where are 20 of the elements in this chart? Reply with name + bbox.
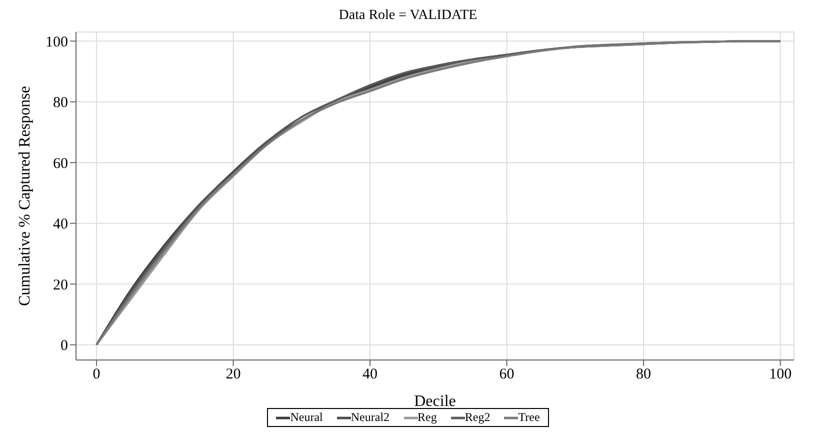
legend-label: Reg2 bbox=[464, 410, 490, 425]
y-tick-label: 80 bbox=[53, 95, 68, 112]
y-tick-label: 0 bbox=[60, 338, 68, 354]
y-tick-label: 100 bbox=[46, 34, 68, 50]
y-axis-title: Cumulative % Captured Response bbox=[16, 86, 34, 306]
y-tick-label: 20 bbox=[53, 277, 68, 294]
legend-label: Reg bbox=[416, 410, 437, 425]
x-tick-label: 80 bbox=[636, 366, 652, 383]
x-axis-title: Decile bbox=[414, 393, 456, 410]
x-tick-label: 100 bbox=[769, 366, 792, 383]
x-tick-label: 60 bbox=[499, 366, 514, 383]
legend-label: Neural bbox=[289, 410, 323, 425]
x-tick-label: 40 bbox=[362, 366, 378, 383]
y-tick-label: 40 bbox=[53, 216, 68, 233]
x-tick-label: 20 bbox=[226, 366, 241, 383]
y-tick-label: 60 bbox=[53, 156, 68, 172]
x-tick-label: 0 bbox=[92, 366, 100, 383]
legend-label: Tree bbox=[517, 410, 540, 425]
chart-title: Data Role = VALIDATE bbox=[338, 8, 478, 25]
legend-label: Neural2 bbox=[350, 410, 390, 425]
